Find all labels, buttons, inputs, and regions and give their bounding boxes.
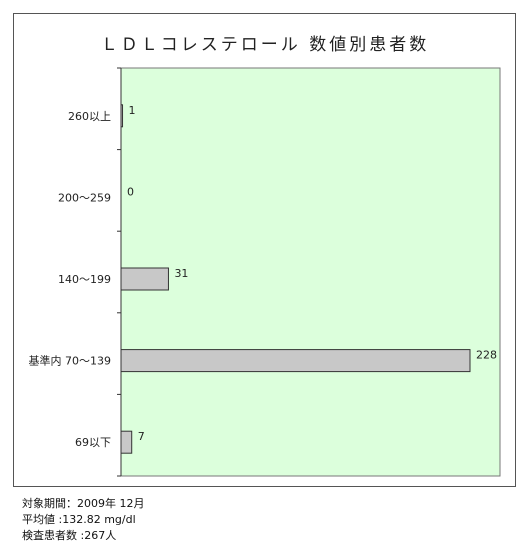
- category-label: 260以上: [68, 110, 111, 123]
- data-label: 0: [127, 185, 134, 198]
- period-text: 対象期間：2009年 12月: [22, 497, 145, 510]
- patient-count-text: 検査患者数 :267人: [22, 529, 117, 542]
- plot-area: [120, 67, 501, 477]
- data-label: 228: [476, 349, 497, 362]
- category-label: 140～199: [58, 273, 111, 286]
- bar: [120, 104, 124, 128]
- chart-title: ＬＤＬコレステロール 数値別患者数: [100, 35, 430, 55]
- summary-notes: 対象期間：2009年 12月 平均値 :132.82 mg/dl 検査患者数 :…: [22, 496, 145, 544]
- data-label: 7: [138, 430, 145, 443]
- category-label: 69以下: [75, 436, 111, 449]
- data-label: 1: [129, 104, 136, 117]
- bar: [120, 349, 471, 373]
- bar: [120, 430, 133, 454]
- category-label: 基準内 70～139: [29, 354, 112, 368]
- average-text: 平均値 :132.82 mg/dl: [22, 513, 136, 526]
- category-label: 200～259: [58, 191, 111, 204]
- bar: [120, 267, 169, 291]
- data-label: 31: [174, 267, 188, 280]
